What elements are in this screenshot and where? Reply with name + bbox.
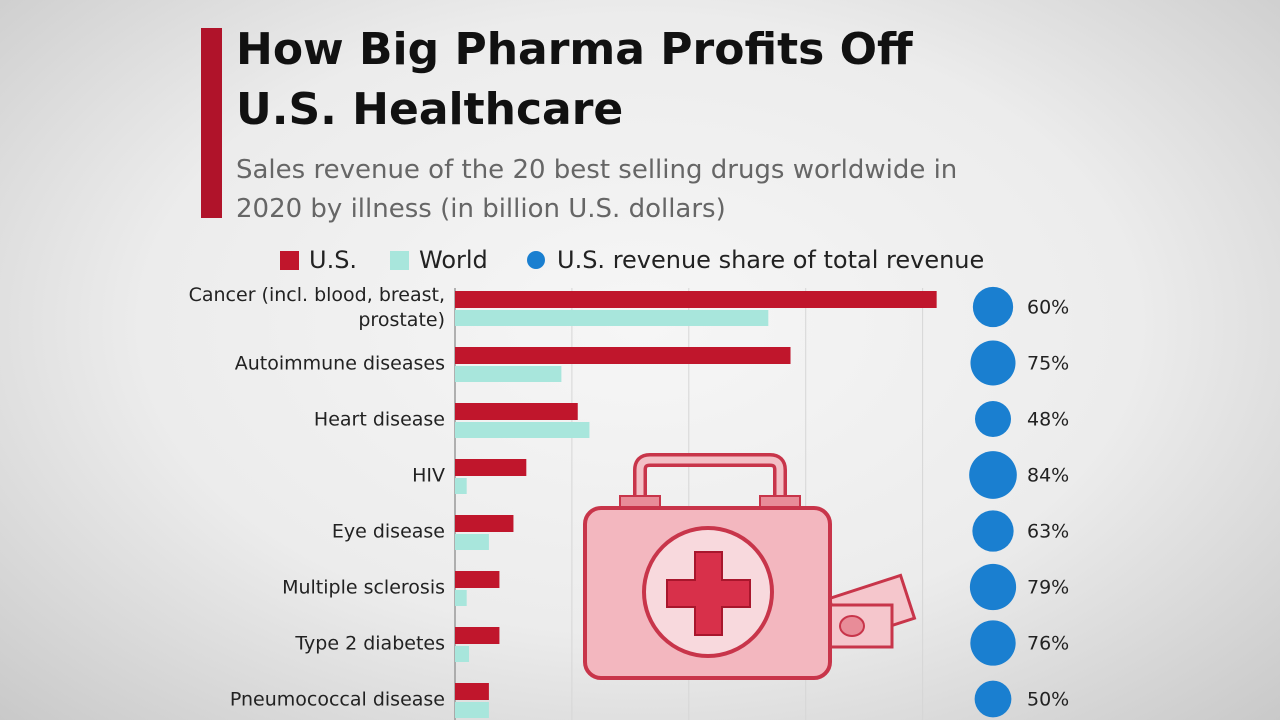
legend-swatch [527, 251, 545, 269]
bar [455, 459, 527, 476]
category-label: Pneumococcal disease [229, 688, 445, 711]
bar [455, 534, 489, 550]
share-label: 63% [1027, 521, 1069, 543]
legend-label: U.S. [309, 246, 357, 274]
share-bubble [969, 563, 1017, 611]
bar [455, 403, 578, 420]
category-label: Cancer (incl. blood, breast, prostate) [188, 284, 445, 331]
category-label: Eye disease [331, 520, 445, 543]
share-bubble [969, 451, 1017, 499]
bar [455, 571, 500, 588]
bars [455, 291, 937, 718]
bar [455, 646, 470, 662]
share-label: 75% [1027, 353, 1069, 375]
bar [455, 515, 514, 532]
chart-subtitle: Sales revenue of the 20 best selling dru… [236, 155, 958, 224]
bar [455, 366, 562, 382]
share-bubble [974, 680, 1012, 718]
share-bubble [972, 286, 1014, 328]
bar [455, 310, 769, 326]
bar [455, 478, 467, 494]
share-label: 79% [1027, 577, 1069, 599]
medical-kit-illustration [583, 453, 917, 680]
bar [455, 347, 791, 364]
category-label: Multiple sclerosis [282, 576, 445, 599]
bar [455, 590, 467, 606]
share-label: 84% [1027, 465, 1069, 487]
share-label: 48% [1027, 409, 1069, 431]
category-label: Autoimmune diseases [234, 352, 445, 375]
category-label: Heart disease [313, 408, 445, 431]
legend-swatch [280, 251, 299, 270]
category-label: Type 2 diabetes [295, 632, 445, 655]
legend-swatch [390, 251, 409, 270]
share-bubble [972, 510, 1014, 552]
legend: U.S. World U.S. revenue share of total rev… [280, 246, 984, 274]
share-label: 50% [1027, 689, 1069, 711]
category-label: HIV [412, 464, 445, 487]
share-label: 76% [1027, 633, 1069, 655]
bar [455, 422, 590, 438]
share-bubble [970, 340, 1016, 386]
title-accent [201, 28, 222, 218]
legend-label: World [419, 246, 488, 274]
bar [455, 291, 937, 308]
share-bubble [974, 400, 1012, 438]
bar [455, 683, 489, 700]
bar [455, 702, 489, 718]
bar [455, 627, 500, 644]
share-bubble [970, 620, 1016, 666]
chart-title: How Big Pharma Profits Off U.S. Healthca… [236, 24, 913, 135]
share-label: 60% [1027, 297, 1069, 319]
legend-label: U.S. revenue share of total revenue [557, 246, 984, 274]
